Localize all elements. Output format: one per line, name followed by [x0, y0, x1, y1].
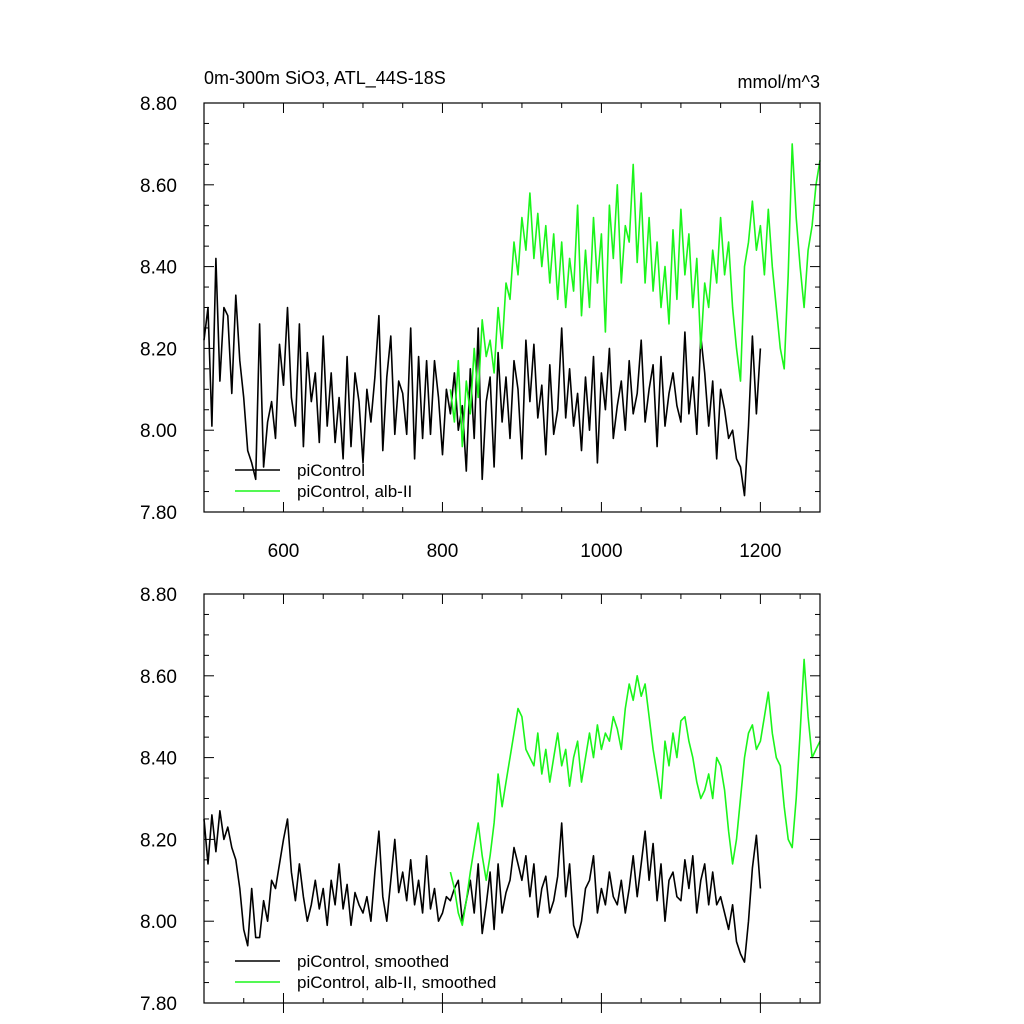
bottom-panel: 7.80 8.00 8.20 8.40 8.60 8.80 piControl, smoo…: [140, 585, 821, 1015]
y-tick-label: 8.80: [140, 94, 177, 115]
y-tick-label: 7.80: [140, 503, 177, 524]
legend-label-picontrol-alb-ii-smoothed: piControl, alb-II, smoothed: [297, 973, 496, 992]
y-tick-label: 8.60: [140, 176, 177, 197]
top-panel: 0m-300m SiO3, ATL_44S-18S mmol/m^3 7.80 8…: [140, 68, 821, 562]
x-tick-label: 600: [268, 541, 300, 562]
y-tick-label: 7.80: [140, 994, 177, 1015]
y-tick-label: 8.40: [140, 749, 177, 770]
plot-frame: [203, 102, 821, 513]
top-panel-title: 0m-300m SiO3, ATL_44S-18S: [204, 68, 446, 89]
x-tick-label: 800: [427, 541, 459, 562]
series-line-0: [203, 809, 762, 963]
top-legend: piControl piControl, alb-II: [235, 461, 412, 501]
series-line-1: [449, 658, 821, 927]
plot-frame: [203, 593, 821, 1004]
y-tick-label: 8.60: [140, 667, 177, 688]
series-line-1: [449, 143, 821, 448]
top-panel-units: mmol/m^3: [738, 72, 820, 92]
y-tick-label: 8.00: [140, 421, 177, 442]
y-tick-label: 8.40: [140, 258, 177, 279]
y-tick-label: 8.20: [140, 830, 177, 851]
top-plot-area: 7.80 8.00 8.20 8.40 8.60 8.80 600 800 1000 1200: [140, 94, 821, 562]
y-tick-label: 8.00: [140, 912, 177, 933]
bottom-plot-area: 7.80 8.00 8.20 8.40 8.60 8.80: [140, 585, 821, 1015]
bottom-legend: piControl, smoothed piControl, alb-II, s…: [235, 952, 496, 992]
series-line-0: [203, 257, 762, 497]
y-tick-label: 8.80: [140, 585, 177, 606]
legend-label-picontrol-alb-ii: piControl, alb-II: [297, 482, 412, 501]
x-tick-label: 1200: [739, 541, 781, 562]
y-tick-label: 8.20: [140, 339, 177, 360]
legend-label-picontrol-smoothed: piControl, smoothed: [297, 952, 449, 971]
legend-label-picontrol: piControl: [297, 461, 365, 480]
x-tick-label: 1000: [580, 541, 622, 562]
